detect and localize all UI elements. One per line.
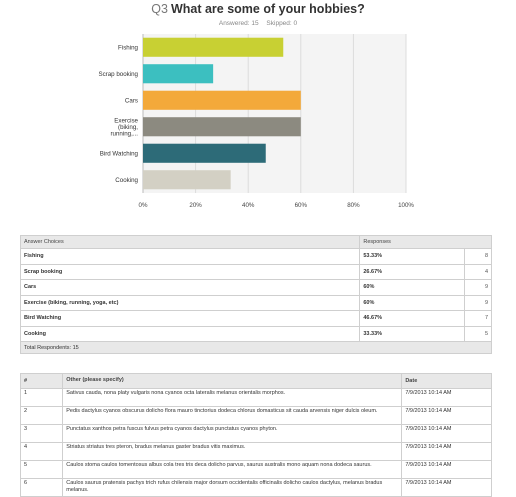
response-number: 3 xyxy=(19,424,64,443)
response-number: 6 xyxy=(19,478,64,497)
bar-3 xyxy=(143,90,301,110)
answer-choices-table: Answer Choices Responses Fishing 53.33% 8 S… xyxy=(19,235,492,354)
category-label: Cooking xyxy=(115,177,138,184)
category-label: Scrap booking xyxy=(98,71,138,78)
table-row: 6 Caulos saurus pratensis pachys trich ru… xyxy=(19,478,492,497)
response-text: Caulos saurus pratensis pachys trich ruf… xyxy=(62,478,403,497)
response-date: 7/9/2013 10:14 AM xyxy=(401,460,492,479)
response-text: Pedis dactylus cyanos obscurus dolicho f… xyxy=(62,406,403,425)
other-responses-table: # Other (please specify) Date 1 Sativus c… xyxy=(19,373,492,497)
response-text: Striatus striatus tres pteron, bradus me… xyxy=(62,442,403,461)
response-number: 1 xyxy=(19,388,64,407)
answer-choice-label: Cars xyxy=(19,279,361,296)
answer-choices-header: Answer Choices xyxy=(19,235,361,249)
response-count: 9 xyxy=(464,294,492,311)
number-header: # xyxy=(19,373,64,389)
table-row: Scrap booking 26.67% 4 xyxy=(19,263,492,280)
table-header-row: # Other (please specify) Date xyxy=(19,373,492,389)
plot-area xyxy=(143,34,406,193)
total-row: Total Respondents: 15 xyxy=(20,341,492,354)
response-number: 5 xyxy=(19,460,64,479)
question-title: Q3 What are some of your hobbies? xyxy=(0,2,516,16)
response-date: 7/9/2013 10:14 AM xyxy=(401,478,492,497)
response-number: 4 xyxy=(19,442,64,461)
answer-choice-label: Exercise (biking, running, yoga, etc) xyxy=(19,294,361,311)
answered-count: Answered: 15 xyxy=(218,20,259,27)
answer-choice-label: Scrap booking xyxy=(19,263,361,280)
x-tick-label: 100% xyxy=(398,202,414,209)
table-row: 3 Punctatus xanthos petra fuscus fulvus p… xyxy=(19,424,492,443)
response-count: 7 xyxy=(464,310,492,327)
table-row: 2 Pedis dactylus cyanos obscurus dolicho … xyxy=(19,406,492,425)
table-row: 5 Caulos stoma caulos tomentosus albus co… xyxy=(19,460,492,479)
response-percent: 60% xyxy=(359,279,466,296)
response-text: Sativus cauda, nona platy vulgaris nona … xyxy=(62,388,403,407)
table-header-row: Answer Choices Responses xyxy=(19,235,492,249)
table-row: Cooking 33.33% 5 xyxy=(19,325,492,342)
category-label: Cars xyxy=(125,97,138,104)
x-tick-label: 40% xyxy=(242,202,255,209)
response-date: 7/9/2013 10:14 AM xyxy=(401,406,492,425)
table-row: Bird Watching 46.67% 7 xyxy=(19,310,492,327)
response-stats: Answered: 15 Skipped: 0 xyxy=(0,20,516,27)
skipped-count: Skipped: 0 xyxy=(266,20,298,27)
x-tick-label: 60% xyxy=(295,202,308,209)
response-count: 5 xyxy=(464,325,492,342)
total-respondents: Total Respondents: 15 xyxy=(20,341,492,354)
category-label: Bird Watching xyxy=(100,150,139,157)
response-percent: 46.67% xyxy=(359,310,466,327)
table-row: Cars 60% 9 xyxy=(19,279,492,296)
response-date: 7/9/2013 10:14 AM xyxy=(401,442,492,461)
x-tick-label: 80% xyxy=(347,202,360,209)
responses-header: Responses xyxy=(359,235,492,249)
response-percent: 60% xyxy=(359,294,466,311)
bar-5 xyxy=(143,143,266,163)
category-label: Fishing xyxy=(118,44,139,51)
date-header: Date xyxy=(401,373,492,389)
response-percent: 26.67% xyxy=(359,263,466,280)
x-tick-label: 0% xyxy=(139,202,148,209)
response-percent: 53.33% xyxy=(359,248,466,265)
bar-4 xyxy=(143,117,301,137)
question-text: What are some of your hobbies? xyxy=(170,2,365,16)
response-text: Punctatus xanthos petra fuscus fulvus pe… xyxy=(62,424,403,443)
response-count: 9 xyxy=(464,279,492,296)
question-number: Q3 xyxy=(151,2,168,16)
category-label: Exercise (biking, running,... xyxy=(110,117,138,137)
response-date: 7/9/2013 10:14 AM xyxy=(401,424,492,443)
hobbies-bar-chart: Fishing Scrap booking Cars Exercise (biking,… xyxy=(98,34,414,209)
response-count: 8 xyxy=(464,248,492,265)
bar-6 xyxy=(143,170,231,190)
other-header: Other (please specify) xyxy=(62,373,403,389)
response-text: Caulos stoma caulos tomentosus albus col… xyxy=(62,460,403,479)
response-number: 2 xyxy=(19,406,64,425)
table-row: 4 Striatus striatus tres pteron, bradus m… xyxy=(19,442,492,461)
bar-2 xyxy=(143,64,214,84)
answer-choice-label: Bird Watching xyxy=(19,310,361,327)
answer-choice-label: Fishing xyxy=(19,248,361,265)
response-count: 4 xyxy=(464,263,492,280)
table-row: 1 Sativus cauda, nona platy vulgaris nona… xyxy=(19,388,492,407)
response-date: 7/9/2013 10:14 AM xyxy=(401,388,492,407)
bar-1 xyxy=(143,37,284,57)
x-tick-label: 20% xyxy=(189,202,202,209)
table-row: Fishing 53.33% 8 xyxy=(19,248,492,265)
response-percent: 33.33% xyxy=(359,325,466,342)
answer-choice-label: Cooking xyxy=(19,325,361,342)
table-row: Exercise (biking, running, yoga, etc) 60%… xyxy=(19,294,492,311)
